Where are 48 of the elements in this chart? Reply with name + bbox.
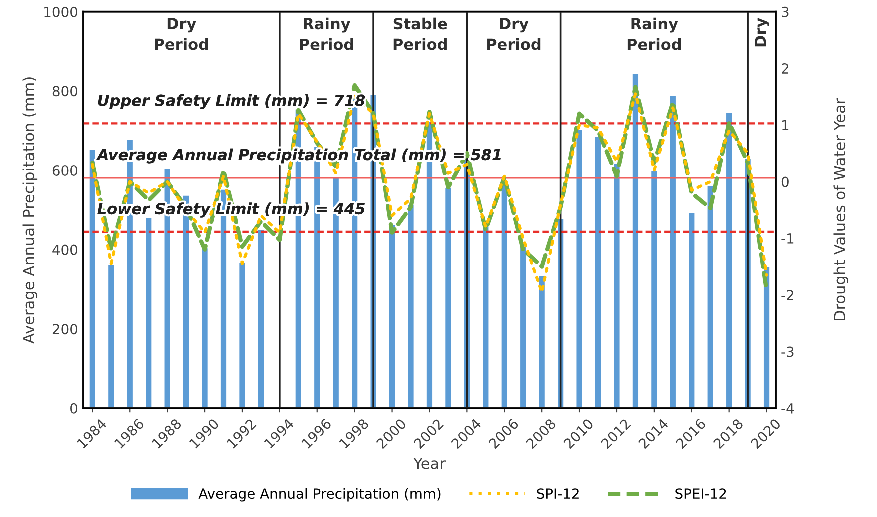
bar xyxy=(539,276,545,408)
annotation: Dry Period xyxy=(488,18,541,50)
legend-label: SPEI-12 xyxy=(676,488,726,500)
bar xyxy=(446,188,452,408)
bar xyxy=(408,205,414,408)
bar xyxy=(502,180,508,408)
annotation: Rainy Period xyxy=(628,18,682,50)
y2-tick-label: 2 xyxy=(782,64,788,74)
bar xyxy=(389,225,396,408)
bar xyxy=(632,74,639,408)
bar xyxy=(483,227,489,408)
annotation: Dry xyxy=(755,18,770,47)
y2-tick-label: 1 xyxy=(782,120,789,130)
bar xyxy=(652,171,658,408)
bar xyxy=(108,265,114,408)
bar xyxy=(614,164,620,408)
bar xyxy=(520,247,526,408)
bar xyxy=(576,130,582,408)
x-axis-title: Year xyxy=(414,458,446,470)
y2-tick-label: -3 xyxy=(782,346,794,358)
y-tick-label: 600 xyxy=(52,165,78,176)
bar xyxy=(708,186,714,408)
y2-tick-label: 3 xyxy=(782,6,789,18)
bar xyxy=(726,113,732,408)
bar xyxy=(240,263,246,408)
bar xyxy=(670,96,676,408)
annotation: Dry Period xyxy=(155,18,208,50)
y2-tick-label: -1 xyxy=(782,234,794,244)
y-tick-label: 400 xyxy=(52,244,78,256)
y2-axis-title: Drought Values of Water Year xyxy=(834,98,849,320)
bar xyxy=(595,137,602,408)
y-tick-label: 0 xyxy=(70,403,78,414)
bar xyxy=(202,248,208,408)
annotation: Rainy Period xyxy=(300,18,354,50)
y-tick-label: 200 xyxy=(52,324,78,335)
legend-label: Average Annual Precipitation (mm) xyxy=(198,488,441,502)
y2-tick-label: 0 xyxy=(782,176,789,188)
bar xyxy=(90,150,96,408)
legend-label: SPI-12 xyxy=(537,488,579,500)
y2-tick-label: -4 xyxy=(782,404,794,414)
bar xyxy=(258,230,264,408)
bar xyxy=(146,218,152,408)
y-axis-title: Average Annual Precipitation (mm) xyxy=(22,78,38,344)
y2-tick-label: -2 xyxy=(782,290,794,300)
bar xyxy=(689,213,695,408)
y-tick-label: 1000 xyxy=(44,6,78,18)
y-tick-label: 800 xyxy=(52,86,78,97)
annotation: Stable Period xyxy=(394,18,448,50)
